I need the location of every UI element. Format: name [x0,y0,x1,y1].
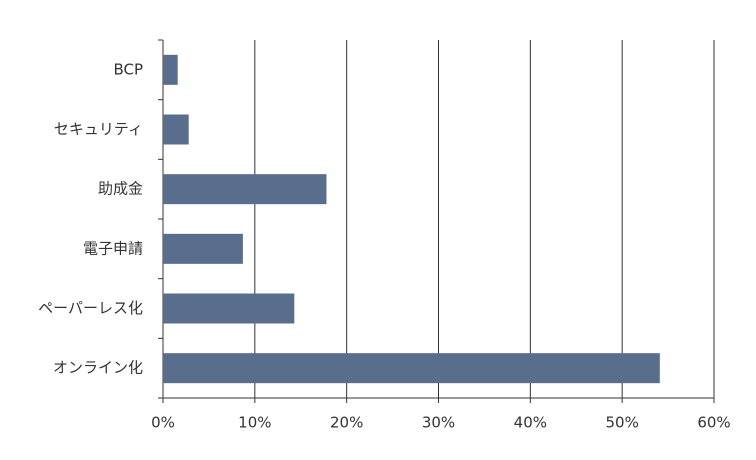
x-tick-label: 30% [422,414,455,432]
x-tick-label: 40% [514,414,547,432]
x-tick-label: 60% [697,414,730,432]
bar [163,233,243,264]
x-tick-label: 0% [151,414,175,432]
bar [163,54,178,85]
bar [163,114,189,145]
y-tick-label: オンライン化 [53,359,143,377]
bar [163,293,295,324]
y-tick-label: ペーパーレス化 [38,299,143,317]
y-tick-label: 電子申請 [83,239,143,257]
y-tick-label: BCP [113,60,143,78]
bar [163,174,327,205]
x-tick-label: 20% [330,414,363,432]
y-tick-label: 助成金 [98,180,143,198]
bar [163,353,660,384]
y-tick-label: セキュリティ [54,120,143,138]
x-tick-label: 50% [605,414,638,432]
x-tick-label: 10% [238,414,271,432]
